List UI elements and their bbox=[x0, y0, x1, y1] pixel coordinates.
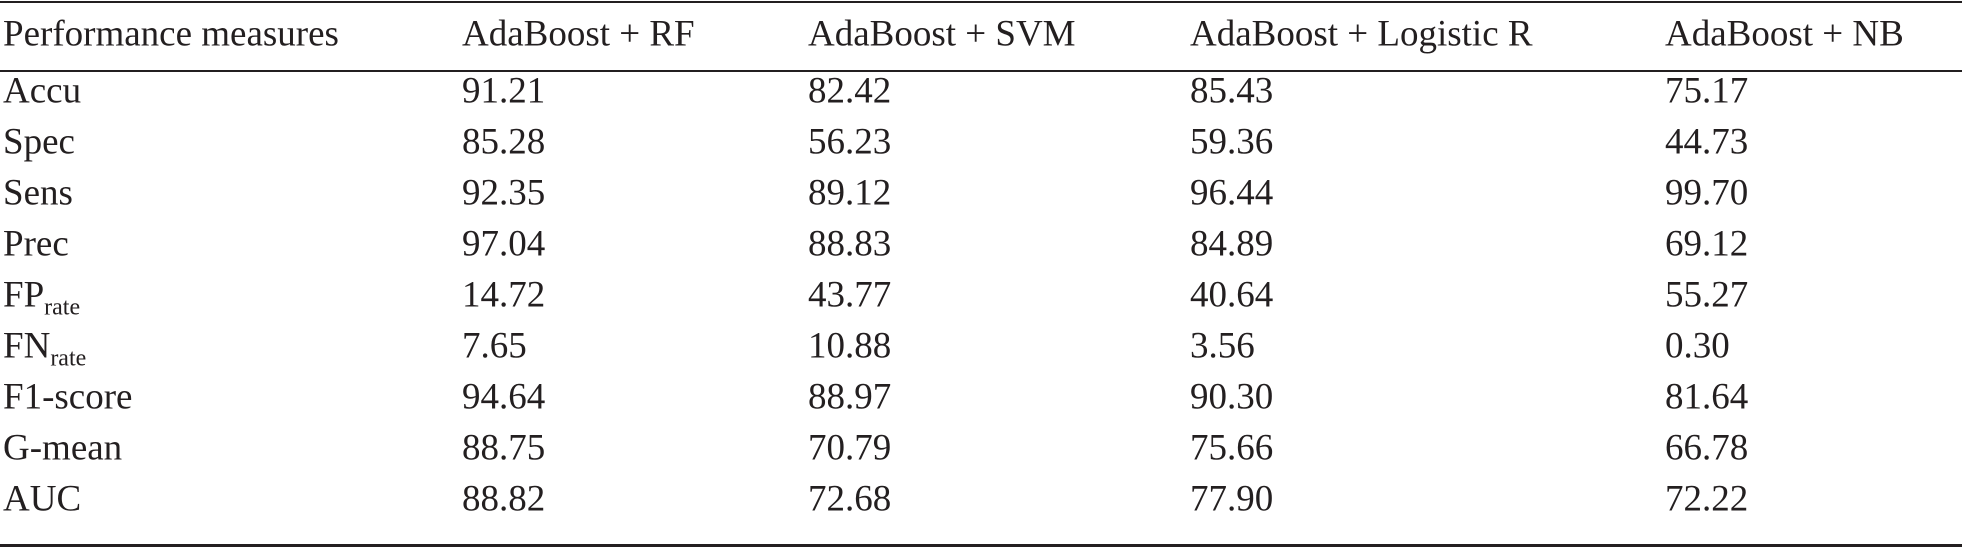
row-label: Prec bbox=[3, 226, 69, 263]
value-cell: 77.90 bbox=[1190, 478, 1274, 520]
header-cell: AdaBoost + NB bbox=[1665, 13, 1904, 55]
value-cell: 81.64 bbox=[1665, 376, 1749, 418]
header-rule bbox=[0, 70, 1962, 72]
value-cell: 56.23 bbox=[808, 121, 892, 163]
value-cell: 14.72 bbox=[462, 274, 546, 316]
value-cell: 66.78 bbox=[1665, 427, 1749, 469]
value-cell: 84.89 bbox=[1190, 223, 1274, 265]
row-label: G-mean bbox=[3, 430, 122, 467]
value-cell: 75.17 bbox=[1665, 70, 1749, 112]
value-cell: 7.65 bbox=[462, 325, 527, 367]
value-cell: 0.30 bbox=[1665, 325, 1730, 367]
row-label-text: FN bbox=[3, 325, 51, 367]
value-cell: 89.12 bbox=[808, 172, 892, 214]
value-cell: 72.68 bbox=[808, 478, 892, 520]
row-label-text: Accu bbox=[3, 70, 82, 112]
row-label-text: Spec bbox=[3, 121, 75, 163]
value-cell: 88.75 bbox=[462, 427, 546, 469]
value-cell: 96.44 bbox=[1190, 172, 1274, 214]
value-cell: 59.36 bbox=[1190, 121, 1274, 163]
header-cell: AdaBoost + RF bbox=[462, 13, 695, 55]
value-cell: 88.82 bbox=[462, 478, 546, 520]
value-cell: 3.56 bbox=[1190, 325, 1255, 367]
row-label-text: AUC bbox=[3, 478, 82, 520]
row-label: Sens bbox=[3, 175, 73, 212]
bottom-rule bbox=[0, 544, 1962, 547]
row-label: FNrate bbox=[3, 325, 86, 371]
value-cell: 69.12 bbox=[1665, 223, 1749, 265]
value-cell: 92.35 bbox=[462, 172, 546, 214]
header-cell: Performance measures bbox=[3, 13, 339, 55]
row-label-text: FP bbox=[3, 274, 45, 316]
value-cell: 82.42 bbox=[808, 70, 892, 112]
top-rule bbox=[0, 1, 1962, 3]
value-cell: 91.21 bbox=[462, 70, 546, 112]
row-label-subscript: rate bbox=[50, 345, 87, 372]
row-label-text: Prec bbox=[3, 223, 69, 265]
value-cell: 88.83 bbox=[808, 223, 892, 265]
row-label: AUC bbox=[3, 481, 81, 518]
value-cell: 44.73 bbox=[1665, 121, 1749, 163]
header-cell: AdaBoost + Logistic R bbox=[1190, 13, 1533, 55]
value-cell: 97.04 bbox=[462, 223, 546, 265]
value-cell: 75.66 bbox=[1190, 427, 1274, 469]
row-label: FPrate bbox=[3, 274, 80, 320]
value-cell: 43.77 bbox=[808, 274, 892, 316]
row-label-text: G-mean bbox=[3, 427, 123, 469]
value-cell: 90.30 bbox=[1190, 376, 1274, 418]
row-label: Spec bbox=[3, 124, 75, 161]
value-cell: 99.70 bbox=[1665, 172, 1749, 214]
row-label: F1-score bbox=[3, 379, 132, 416]
value-cell: 55.27 bbox=[1665, 274, 1749, 316]
value-cell: 88.97 bbox=[808, 376, 892, 418]
value-cell: 85.43 bbox=[1190, 70, 1274, 112]
value-cell: 94.64 bbox=[462, 376, 546, 418]
row-label-text: F1-score bbox=[3, 376, 133, 418]
value-cell: 40.64 bbox=[1190, 274, 1274, 316]
value-cell: 72.22 bbox=[1665, 478, 1749, 520]
row-label-subscript: rate bbox=[44, 294, 81, 321]
value-cell: 10.88 bbox=[808, 325, 892, 367]
row-label: Accu bbox=[3, 73, 81, 110]
value-cell: 70.79 bbox=[808, 427, 892, 469]
row-label-text: Sens bbox=[3, 172, 73, 214]
value-cell: 85.28 bbox=[462, 121, 546, 163]
header-cell: AdaBoost + SVM bbox=[808, 13, 1076, 55]
